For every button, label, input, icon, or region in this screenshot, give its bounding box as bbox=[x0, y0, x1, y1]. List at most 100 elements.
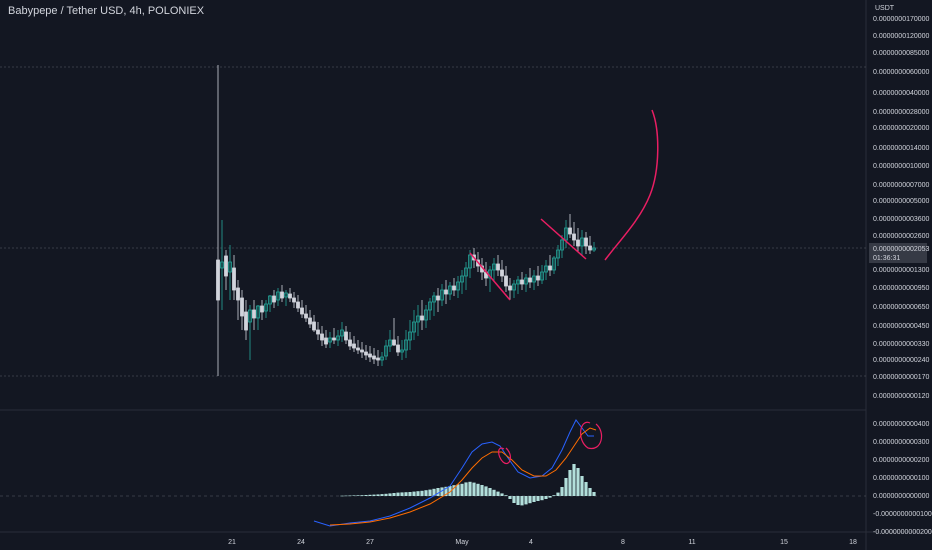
candle bbox=[460, 270, 464, 294]
candle bbox=[272, 290, 276, 308]
candle-body bbox=[220, 261, 224, 269]
histogram-bar bbox=[468, 481, 472, 496]
candle-body bbox=[316, 329, 320, 335]
histogram-bar bbox=[404, 492, 408, 496]
candle-body bbox=[416, 315, 420, 323]
candle bbox=[564, 220, 568, 248]
histogram-bar bbox=[444, 486, 448, 496]
candle-body bbox=[344, 331, 348, 341]
candle bbox=[592, 242, 596, 252]
candle bbox=[536, 266, 540, 286]
time-tick-label: 21 bbox=[228, 539, 236, 546]
price-tick-label: 0.0000000002600 bbox=[873, 233, 930, 240]
candle bbox=[464, 262, 468, 290]
candle-body bbox=[308, 317, 312, 325]
pen-stroke-1 bbox=[469, 252, 511, 301]
histogram-bar bbox=[388, 493, 392, 496]
candle-body bbox=[304, 313, 308, 319]
price-tick-label: 0.0000000000170 bbox=[873, 374, 930, 381]
histogram-bar bbox=[516, 496, 520, 505]
candle-body bbox=[300, 307, 304, 315]
candle bbox=[216, 65, 220, 376]
candle-body bbox=[396, 344, 400, 353]
indicator-tick-label: 0.0000000000000 bbox=[873, 493, 930, 500]
candle bbox=[552, 256, 556, 274]
candlestick-series bbox=[216, 65, 596, 376]
candle-body bbox=[512, 283, 516, 291]
candle bbox=[420, 300, 424, 330]
candle-body bbox=[256, 305, 260, 319]
time-tick-label: 4 bbox=[529, 539, 533, 546]
time-axis[interactable]: 21 24 27 May 4 8 11 15 18 bbox=[228, 539, 857, 546]
candle-body bbox=[276, 291, 280, 301]
candle bbox=[260, 300, 264, 320]
candle-body bbox=[236, 287, 240, 301]
candle bbox=[520, 272, 524, 290]
histogram-bar bbox=[428, 489, 432, 496]
candle-body bbox=[428, 301, 432, 311]
candle-body bbox=[420, 315, 424, 321]
candle bbox=[336, 330, 340, 346]
histogram-bar bbox=[560, 487, 564, 496]
candle bbox=[220, 220, 224, 310]
histogram-bar bbox=[456, 484, 460, 496]
candle-body bbox=[536, 275, 540, 281]
histogram-bar bbox=[452, 485, 456, 496]
candle bbox=[264, 300, 268, 318]
candle bbox=[444, 280, 448, 304]
price-tick-label: 0.0000000003600 bbox=[873, 216, 930, 223]
candle-body bbox=[572, 233, 576, 241]
candle bbox=[356, 340, 360, 354]
price-tick-label: 0.0000000000120 bbox=[873, 393, 930, 400]
candle bbox=[368, 346, 372, 362]
countdown-label: 01:36:31 bbox=[873, 255, 900, 262]
price-axis[interactable]: 0.0000000170000 0.0000000120000 0.00000000… bbox=[873, 16, 930, 400]
candle bbox=[392, 318, 396, 346]
candle bbox=[268, 295, 272, 312]
candle bbox=[280, 285, 284, 302]
candle-body bbox=[520, 279, 524, 285]
candle-body bbox=[244, 311, 248, 331]
candle bbox=[388, 330, 392, 352]
indicator-axis[interactable]: 0.0000000000400 0.0000000000300 0.00000000… bbox=[873, 421, 932, 536]
candle bbox=[528, 268, 532, 288]
candle bbox=[532, 270, 536, 290]
candle bbox=[296, 295, 300, 312]
histogram-bar bbox=[552, 495, 556, 496]
candle-body bbox=[556, 249, 560, 259]
indicator-tick-label: 0.0000000000400 bbox=[873, 421, 930, 428]
histogram-bar bbox=[580, 476, 584, 496]
candle-body bbox=[452, 285, 456, 291]
candle bbox=[508, 278, 512, 300]
pen-drawings bbox=[469, 109, 659, 465]
time-tick-label: 18 bbox=[849, 539, 857, 546]
histogram-bar bbox=[592, 492, 596, 496]
candle-body bbox=[292, 297, 296, 303]
indicator-tick-label: 0.0000000000100 bbox=[873, 475, 930, 482]
histogram-bar bbox=[344, 495, 348, 497]
candle bbox=[332, 328, 336, 344]
histogram-bar bbox=[464, 482, 468, 496]
time-tick-label: 15 bbox=[780, 539, 788, 546]
candle bbox=[228, 245, 232, 300]
histogram-bar bbox=[536, 496, 540, 501]
candle bbox=[504, 266, 508, 292]
histogram-bar bbox=[348, 495, 352, 497]
candle bbox=[492, 258, 496, 282]
histogram-bar bbox=[356, 495, 360, 496]
last-price-tag bbox=[869, 243, 927, 263]
candle-body bbox=[448, 285, 452, 295]
candle bbox=[232, 255, 236, 300]
histogram-bar bbox=[544, 496, 548, 499]
histogram-bar bbox=[548, 496, 552, 498]
candle-body bbox=[408, 331, 412, 341]
candle-body bbox=[500, 269, 504, 277]
candle bbox=[276, 288, 280, 306]
candle bbox=[524, 274, 528, 292]
histogram-bar bbox=[512, 496, 516, 503]
histogram-bar bbox=[392, 493, 396, 496]
candle-body bbox=[320, 333, 324, 341]
candle bbox=[308, 310, 312, 328]
